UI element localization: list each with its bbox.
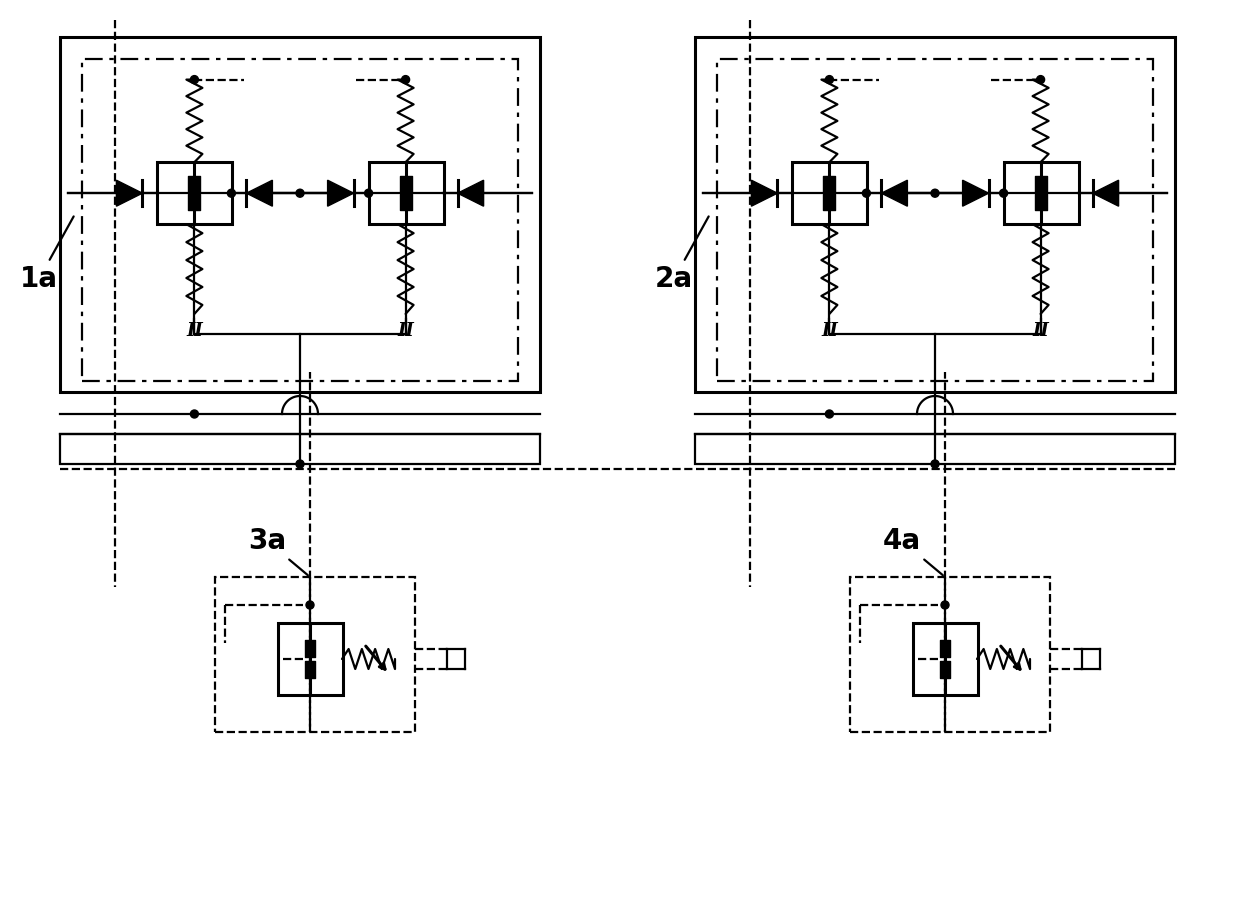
Polygon shape — [751, 180, 777, 206]
Circle shape — [402, 75, 409, 83]
Circle shape — [296, 190, 304, 197]
Circle shape — [1037, 75, 1044, 83]
Bar — [849, 577, 1050, 732]
Circle shape — [931, 190, 939, 197]
Text: II: II — [186, 322, 203, 340]
Circle shape — [862, 190, 870, 197]
Circle shape — [296, 460, 304, 468]
Bar — [157, 162, 232, 224]
Circle shape — [826, 410, 833, 418]
Circle shape — [999, 190, 1008, 197]
Polygon shape — [1092, 180, 1118, 206]
Bar — [913, 623, 978, 695]
Circle shape — [931, 460, 939, 468]
Circle shape — [306, 601, 314, 609]
Polygon shape — [247, 180, 273, 206]
Text: II: II — [397, 322, 414, 340]
Circle shape — [941, 601, 949, 609]
Polygon shape — [327, 180, 353, 206]
Polygon shape — [458, 180, 484, 206]
Bar — [82, 59, 518, 381]
Circle shape — [191, 75, 198, 83]
Polygon shape — [962, 180, 988, 206]
Circle shape — [191, 410, 198, 418]
Polygon shape — [882, 180, 908, 206]
Text: 4a: 4a — [883, 527, 942, 575]
Polygon shape — [117, 180, 143, 206]
Bar — [717, 59, 1153, 381]
Bar — [278, 623, 343, 695]
Circle shape — [365, 190, 372, 197]
Text: 1a: 1a — [20, 217, 73, 293]
Text: II: II — [821, 322, 838, 340]
Bar — [694, 434, 1176, 464]
Bar — [792, 162, 868, 224]
Bar — [1003, 162, 1079, 224]
Bar — [60, 37, 539, 392]
Bar — [694, 37, 1176, 392]
Circle shape — [227, 190, 236, 197]
Bar — [60, 434, 539, 464]
Text: 3a: 3a — [248, 527, 308, 575]
Circle shape — [826, 75, 833, 83]
Bar — [215, 577, 415, 732]
Text: II: II — [1032, 322, 1049, 340]
Bar — [368, 162, 444, 224]
Text: 2a: 2a — [655, 217, 708, 293]
